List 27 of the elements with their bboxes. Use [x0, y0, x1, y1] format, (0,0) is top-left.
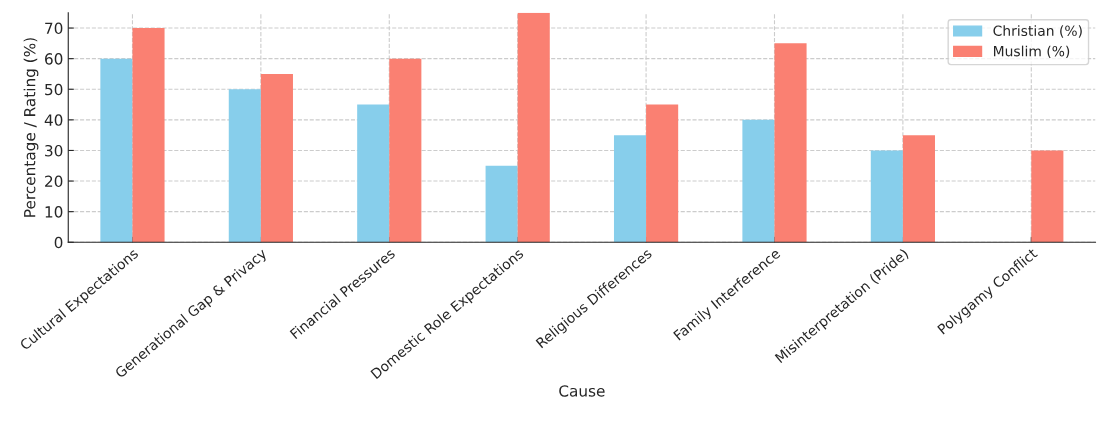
y-tick-label: 10: [45, 206, 63, 218]
x-axis-title: Cause: [559, 385, 605, 397]
bar: [357, 104, 390, 243]
y-tick-label: 40: [44, 114, 63, 126]
bar: [228, 89, 261, 243]
bar: [100, 58, 133, 243]
bar: [1031, 150, 1064, 243]
y-axis-title: Percentage / Rating (%): [23, 38, 39, 217]
y-tick-label: 60: [45, 53, 63, 65]
bar: [517, 12, 550, 243]
bar: [132, 28, 165, 243]
bar: [742, 119, 775, 243]
bar: [870, 150, 903, 243]
bar: [646, 104, 679, 243]
legend-label: Muslim (%): [993, 45, 1070, 59]
bar: [260, 73, 293, 243]
y-tick-label: 50: [45, 83, 63, 96]
bar: [774, 43, 807, 243]
legend-label: Christian (%): [993, 25, 1082, 38]
y-tick-label: 30: [45, 144, 63, 157]
bar: [902, 135, 935, 243]
bar: [613, 135, 647, 243]
y-tick-label: 70: [45, 22, 63, 35]
y-tick-label: 0: [54, 236, 63, 249]
y-tick-label: 20: [45, 175, 63, 188]
bar: [389, 58, 422, 243]
bar: [485, 165, 518, 243]
